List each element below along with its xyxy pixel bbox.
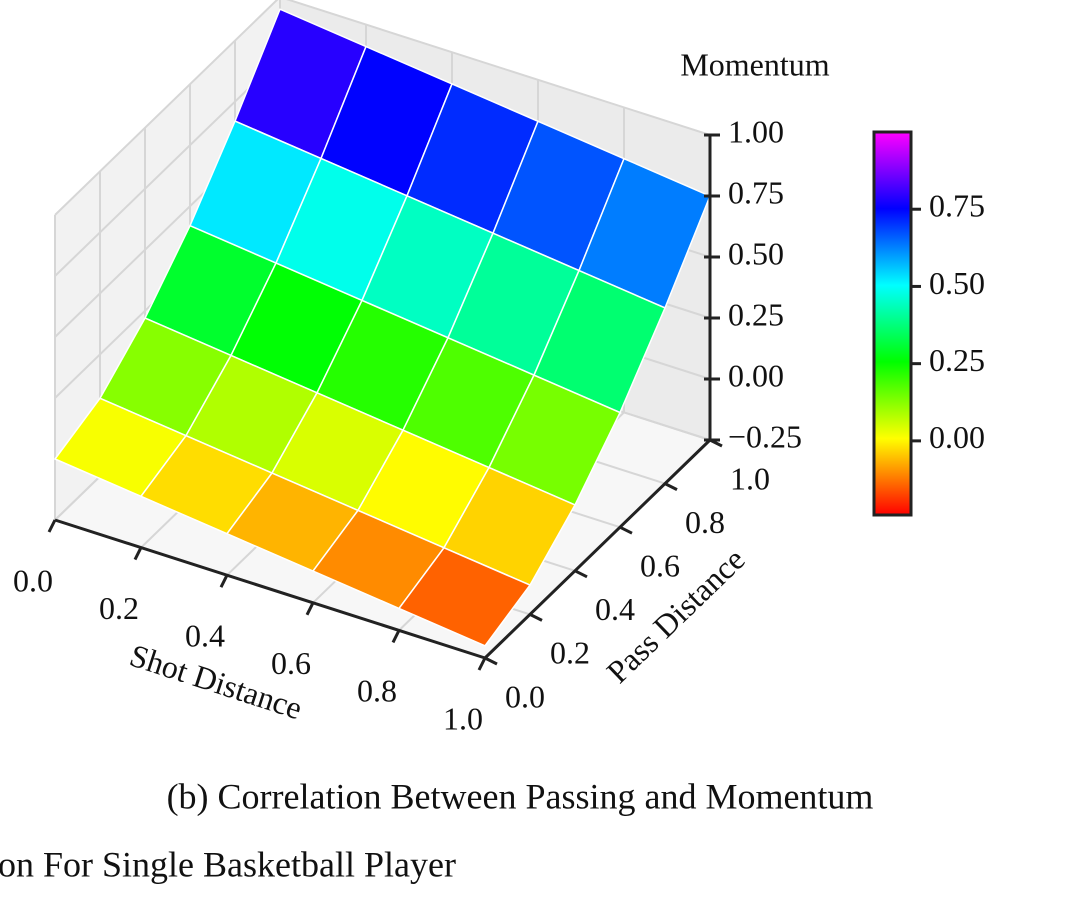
y-tick-label: 0.4 — [595, 591, 635, 627]
tick — [305, 602, 315, 616]
colorbar — [872, 130, 913, 517]
z-axis-label: Momentum — [680, 46, 829, 82]
axis-line — [54, 518, 486, 660]
tick — [529, 613, 543, 622]
y-tick-label: 0.6 — [640, 548, 680, 584]
z-tick-label: 0.75 — [728, 174, 784, 210]
grid-line — [286, 0, 711, 136]
tick — [133, 546, 143, 561]
colorbar-tick-label: 0.50 — [929, 265, 985, 301]
x-tick-label: 0.8 — [357, 673, 397, 709]
tick — [47, 519, 57, 533]
tick — [477, 657, 487, 671]
y-tick-label: 1.0 — [730, 460, 770, 496]
grid-line — [54, 57, 281, 277]
y-tick-label: 0.8 — [685, 504, 725, 540]
z-tick-label: 0.00 — [728, 357, 784, 393]
colorbar-tick-label: 0.25 — [929, 342, 985, 378]
x-tick-label: 0.6 — [271, 645, 311, 681]
y-tick-label: 0.0 — [505, 678, 545, 714]
colorbar-tick-label: 0.00 — [929, 419, 985, 455]
tick — [219, 574, 229, 588]
tick — [391, 629, 401, 644]
tick — [664, 482, 678, 491]
z-tick-label: 1.00 — [728, 113, 784, 149]
z-tick-label: 0.25 — [728, 296, 784, 332]
x-tick-label: 1.0 — [443, 700, 483, 736]
caption: on For Single Basketball Player — [0, 844, 456, 884]
grid-line — [54, 0, 279, 216]
tick — [574, 569, 588, 579]
tick — [619, 525, 633, 535]
x-tick-label: 0.2 — [99, 590, 139, 626]
x-tick-label: 0.0 — [13, 562, 53, 598]
z-tick-label: 0.50 — [728, 235, 784, 271]
z-tick-label: −0.25 — [728, 418, 802, 454]
surface-patch — [397, 546, 532, 647]
axis-line — [483, 438, 712, 660]
x-tick-label: 0.4 — [185, 618, 225, 654]
tick — [484, 656, 498, 666]
colorbar-tick-label: 0.75 — [929, 188, 985, 224]
caption: (b) Correlation Between Passing and Mome… — [167, 776, 874, 816]
y-tick-label: 0.2 — [550, 635, 590, 671]
